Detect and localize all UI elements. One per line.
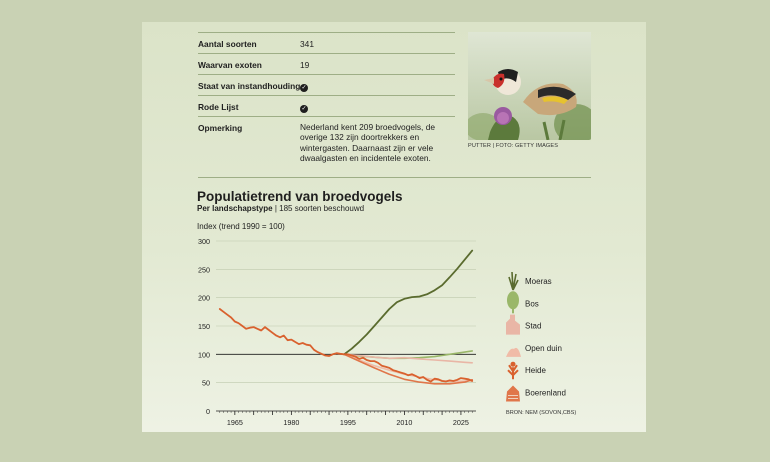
table-divider (198, 32, 455, 33)
legend-label: Stad (525, 322, 541, 331)
city-icon-shape (506, 314, 520, 335)
reed-icon (508, 271, 519, 291)
table-divider (198, 95, 455, 96)
tree-icon-crown (507, 291, 519, 310)
farmland-icon-lines (508, 395, 518, 399)
checkmark-icon: ✓ (300, 84, 308, 92)
series-line-open-duin (343, 353, 473, 383)
y-tick-label: 250 (198, 265, 210, 274)
legend-label: Heide (525, 366, 546, 375)
heather-icon-bloom (510, 361, 516, 367)
tree-icon-trunk (512, 307, 514, 314)
y-tick-label: 0 (206, 407, 210, 416)
y-axis-label: Index (trend 1990 = 100) (197, 222, 285, 231)
chart-title: Populatietrend van broedvogels (197, 189, 403, 204)
facts-label-exotics: Waarvan exoten (198, 60, 262, 70)
table-divider (198, 74, 455, 75)
x-tick-label: 2010 (396, 418, 412, 427)
source-note: BRON: NEM (SOVON,CBS) (506, 410, 577, 416)
table-divider (198, 116, 455, 117)
facts-label-conservation: Staat van instandhouding (198, 81, 301, 91)
legend-label: Boerenland (525, 389, 566, 398)
legend-label: Bos (525, 299, 539, 308)
y-tick-label: 100 (198, 350, 210, 359)
dune-icon (506, 347, 521, 357)
legend-label: Moeras (525, 277, 552, 286)
population-trend-chart: 0 50 100 150 200 250 300 1965 1980 1995 2010 2025 Mo… (198, 237, 566, 427)
x-tick-label: 1980 (283, 418, 299, 427)
y-tick-label: 200 (198, 294, 210, 303)
y-tick-label: 50 (202, 379, 210, 388)
x-tick-label: 2025 (453, 418, 469, 427)
series-line-stad (343, 353, 473, 364)
table-divider (198, 53, 455, 54)
farmland-icon (506, 385, 520, 402)
series-line-heide (218, 308, 474, 383)
legend-label: Open duin (525, 344, 562, 353)
facts-value-exotics: 19 (300, 60, 310, 70)
chart-subtitle-rest: | 185 soorten beschouwd (272, 204, 365, 213)
section-divider (198, 177, 591, 178)
facts-label-remark: Opmerking (198, 123, 243, 133)
facts-value-remark: Nederland kent 209 broedvogels, de overi… (300, 122, 436, 164)
y-tick-label: 150 (198, 322, 210, 331)
heather-icon-shape (507, 364, 519, 380)
facts-value-species: 341 (300, 39, 314, 49)
y-tick-label: 300 (198, 237, 210, 246)
tree-icon (507, 291, 519, 314)
photo-caption: PUTTER | FOTO: GETTY IMAGES (468, 143, 559, 149)
checkmark-icon: ✓ (300, 105, 308, 113)
goldfinch-photo (468, 32, 591, 140)
x-tick-label: 1965 (227, 418, 243, 427)
heather-icon (507, 361, 519, 380)
facts-label-species: Aantal soorten (198, 39, 257, 49)
series-line-moeras (343, 249, 474, 356)
x-tick-label: 1995 (340, 418, 356, 427)
chart-subtitle-bold: Per landschapstype (197, 204, 273, 213)
series-line-boerenland (343, 353, 473, 385)
chart-subtitle: Per landschapstype | 185 soorten beschou… (197, 204, 364, 213)
reed-icon-shape (508, 271, 519, 291)
facts-label-red-list: Rode Lijst (198, 102, 239, 112)
dune-icon-shape (506, 347, 521, 357)
farmland-icon-shape (506, 385, 520, 402)
infographic-panel: Aantal soorten 341 Waarvan exoten 19 Sta… (142, 22, 646, 432)
city-icon (506, 314, 520, 335)
